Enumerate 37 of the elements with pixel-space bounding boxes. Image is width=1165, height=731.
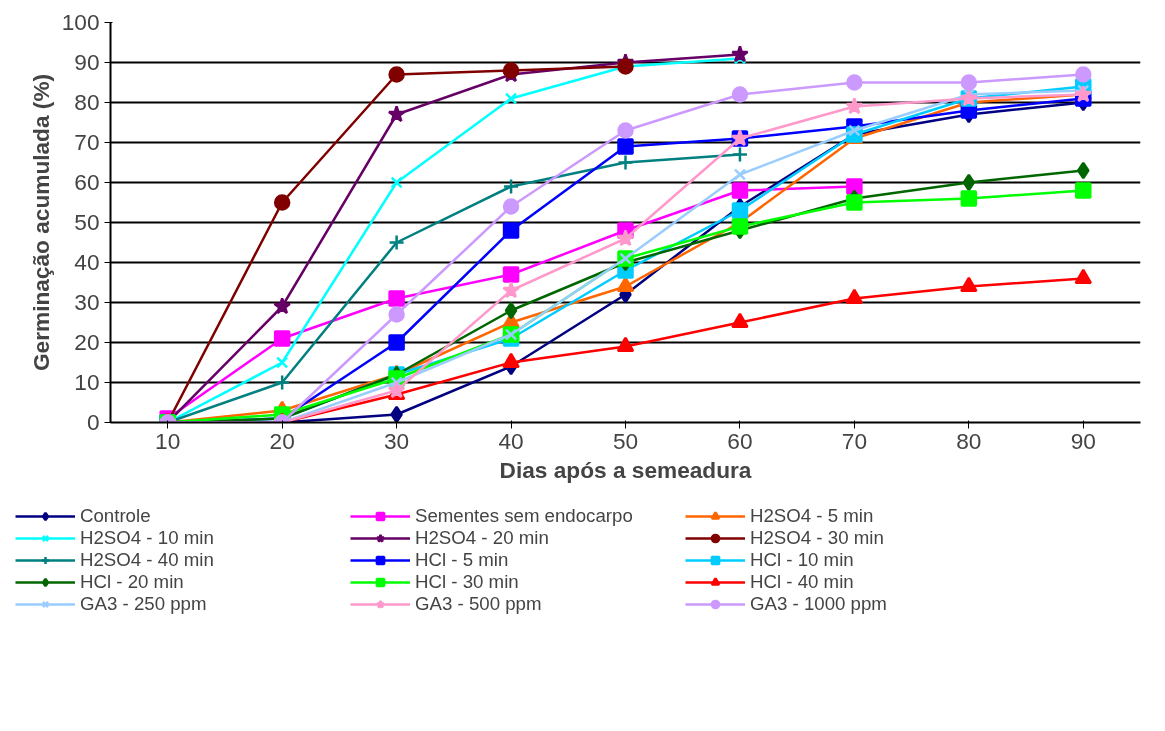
legend-label: H2SO4 - 5 min (750, 505, 875, 527)
x-tick-label: 50 (612, 427, 639, 454)
y-tick-label: 20 (74, 329, 100, 355)
y-tick-label: 90 (74, 49, 100, 75)
y-tick-label: 0 (86, 409, 100, 435)
legend-label: Controle (80, 505, 152, 527)
y-tick-label: 80 (74, 89, 100, 115)
legend-label: H2SO4 - 10 min (80, 527, 215, 549)
x-tick-label: 80 (956, 427, 982, 454)
x-tick-label: 90 (1070, 427, 1096, 454)
y-axis-title: Germinação acumulada (%) (27, 73, 54, 372)
legend-label: H2SO4 - 40 min (80, 549, 215, 571)
y-tick-label: 70 (74, 129, 100, 155)
x-tick-label: 10 (155, 427, 181, 454)
legend-label: GA3 - 500 ppm (415, 593, 543, 615)
x-axis-title: Dias após a semeadura (499, 456, 752, 483)
y-tick-label: 60 (74, 169, 100, 195)
x-tick-label: 70 (841, 427, 867, 454)
legend-label: H2SO4 - 30 min (750, 527, 885, 549)
legend-label: H2SO4 - 20 min (415, 527, 550, 549)
legend-label: Sementes sem endocarpo (415, 505, 634, 527)
legend-label: HCl - 40 min (750, 571, 855, 593)
legend-label: HCl - 5 min (415, 549, 510, 571)
y-tick-label: 50 (74, 209, 100, 235)
legend-label: GA3 - 250 ppm (80, 593, 208, 615)
legend-label: HCl - 20 min (80, 571, 185, 593)
legend-label: GA3 - 1000 ppm (750, 593, 888, 615)
y-tick-label: 10 (74, 369, 100, 395)
y-tick-label: 40 (74, 249, 100, 275)
x-tick-label: 40 (498, 427, 524, 454)
x-tick-label: 30 (384, 427, 410, 454)
x-tick-label: 60 (727, 427, 753, 454)
y-tick-label: 30 (74, 289, 100, 315)
x-tick-label: 20 (269, 427, 295, 454)
legend-label: HCl - 10 min (750, 549, 855, 571)
legend-label: HCl - 30 min (415, 571, 520, 593)
y-tick-label: 100 (61, 9, 100, 35)
